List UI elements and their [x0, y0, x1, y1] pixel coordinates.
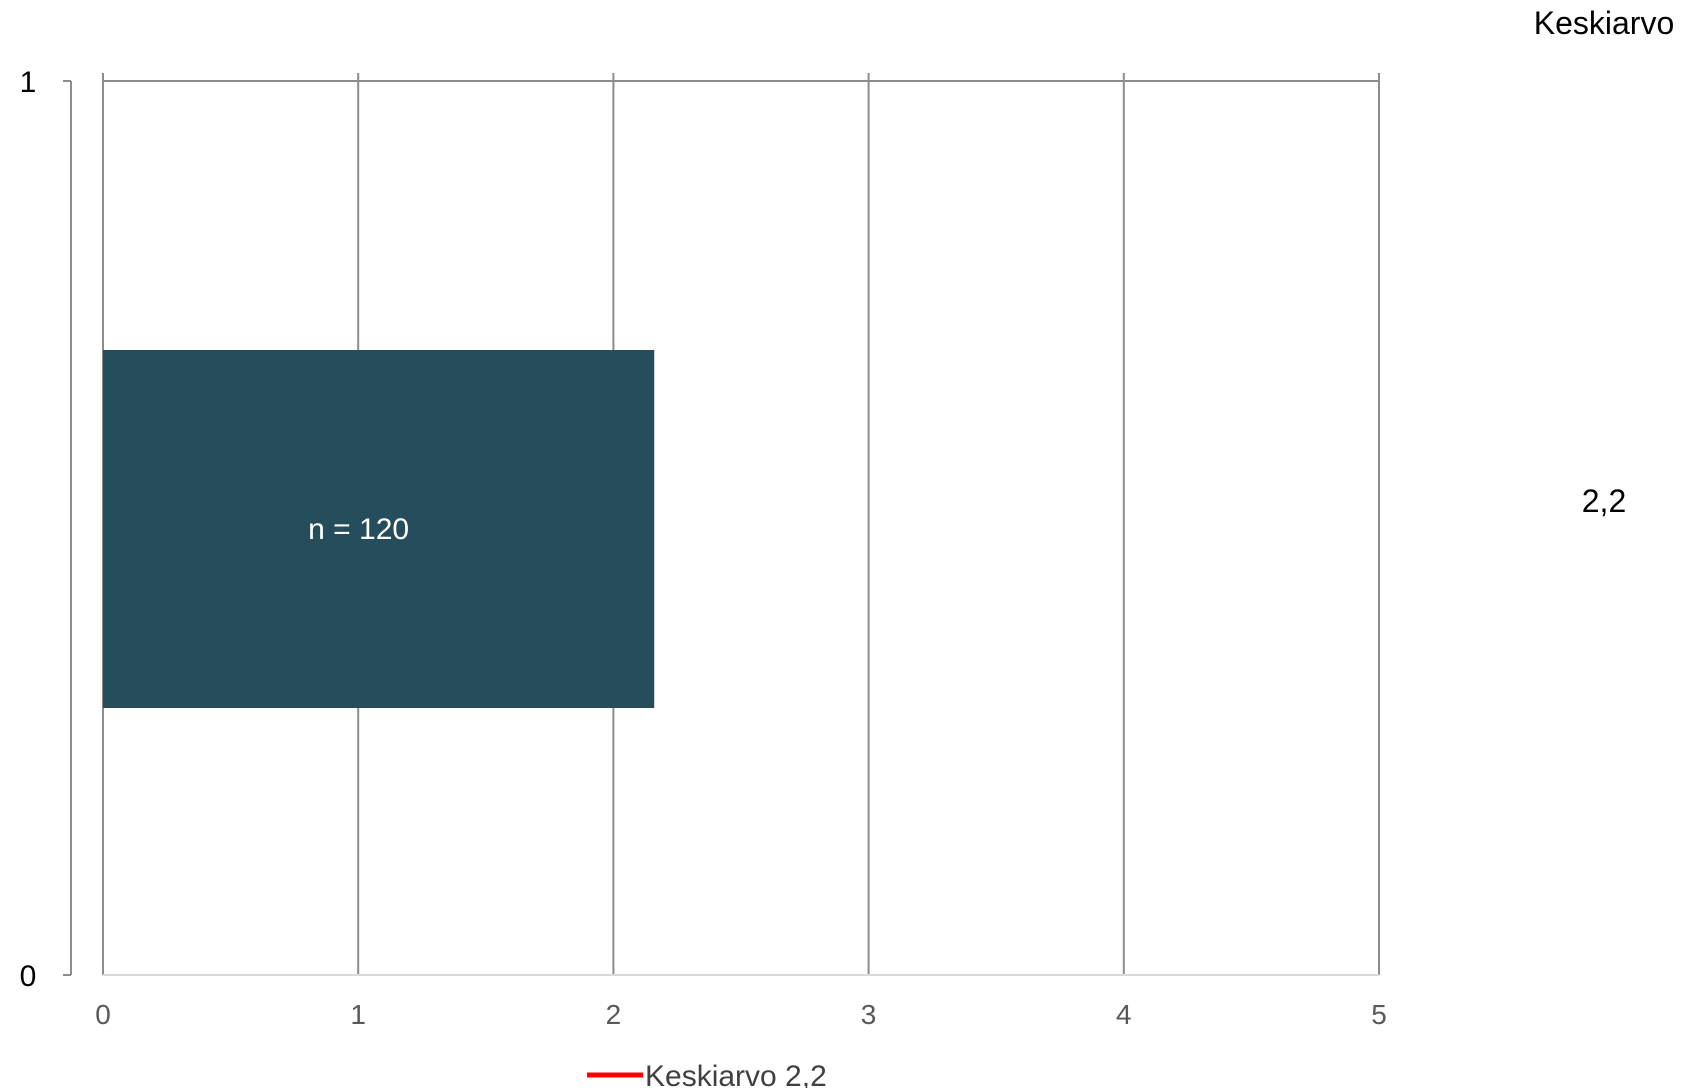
bar: [103, 350, 655, 708]
y-tick-label-1: 1: [20, 66, 37, 99]
bars: n = 120: [103, 350, 655, 708]
x-tick-label-3: 3: [861, 999, 877, 1030]
x-tick-label-0: 0: [95, 999, 111, 1030]
x-tick-label-5: 5: [1371, 999, 1387, 1030]
tick-labels: 0 1 2 3 4 5 0 1: [20, 66, 1387, 1030]
axes: [63, 80, 1379, 976]
side-panel-value: 2,2: [1582, 483, 1626, 519]
legend-label: Keskiarvo 2,2: [645, 1060, 827, 1088]
y-tick-label-0: 0: [20, 960, 37, 993]
legend: Keskiarvo 2,2: [587, 1060, 827, 1088]
x-tick-label-4: 4: [1116, 999, 1132, 1030]
side-panel-header: Keskiarvo: [1534, 5, 1675, 41]
x-tick-label-2: 2: [606, 999, 622, 1030]
bar-data-label: n = 120: [308, 513, 409, 546]
x-tick-label-1: 1: [350, 999, 366, 1030]
grid: [102, 73, 1380, 975]
